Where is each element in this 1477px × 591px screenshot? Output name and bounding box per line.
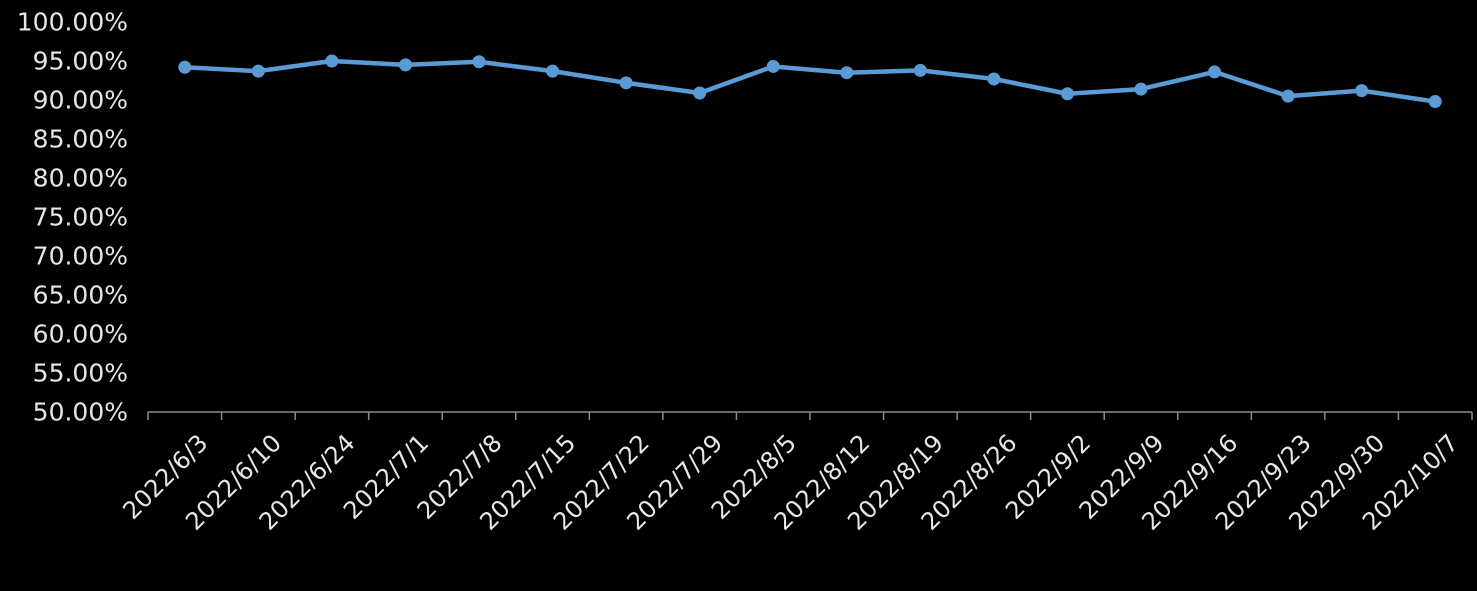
data-point — [766, 59, 780, 73]
y-axis: 50.00% 55.00% 60.00% 65.00% 70.00% 75.00% 80.0… — [17, 8, 128, 427]
data-point — [1134, 82, 1148, 96]
y-tick-label: 90.00% — [33, 86, 128, 115]
data-point — [619, 76, 633, 90]
data-point — [1428, 95, 1442, 109]
x-axis: 2022/6/32022/6/102022/6/242022/7/12022/7… — [117, 411, 1473, 536]
data-point — [840, 66, 854, 80]
y-tick-label: 80.00% — [33, 164, 128, 193]
y-tick-label: 95.00% — [33, 47, 128, 76]
data-point — [1208, 65, 1222, 79]
y-tick-label: 100.00% — [17, 8, 128, 37]
y-tick-label: 70.00% — [33, 242, 128, 271]
data-point — [546, 64, 560, 78]
data-point — [398, 58, 412, 72]
data-point — [472, 55, 486, 69]
y-tick-label: 50.00% — [33, 398, 128, 427]
y-tick-label: 75.00% — [33, 203, 128, 232]
data-point — [251, 64, 265, 78]
y-tick-label: 65.00% — [33, 281, 128, 310]
series-layer — [178, 54, 1442, 109]
y-tick-label: 55.00% — [33, 359, 128, 388]
data-point — [1281, 89, 1295, 103]
data-point — [987, 72, 1001, 86]
series-line — [182, 58, 1438, 104]
data-point — [325, 54, 339, 68]
data-point — [1060, 87, 1074, 101]
y-tick-label: 85.00% — [33, 125, 128, 154]
data-point — [913, 63, 927, 77]
data-point — [1355, 84, 1369, 98]
data-point — [178, 60, 192, 74]
data-point — [693, 86, 707, 100]
y-tick-label: 60.00% — [33, 320, 128, 349]
